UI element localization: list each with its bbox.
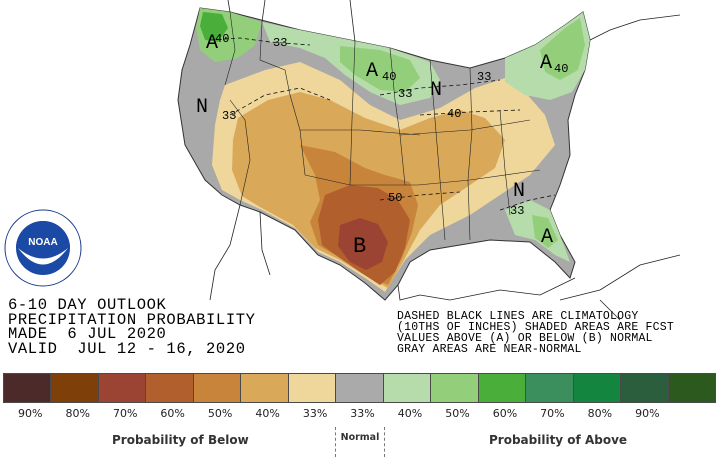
probability-of-below-label: Probability of Below bbox=[112, 433, 249, 447]
legend-swatch bbox=[145, 373, 194, 403]
legend-swatch bbox=[477, 373, 527, 403]
legend-percent-label: 50% bbox=[445, 407, 470, 420]
outlook-title-block: 6-10 DAY OUTLOOK PRECIPITATION PROBABILI… bbox=[8, 298, 256, 356]
outlook-title-line: MADE 6 JUL 2020 bbox=[8, 325, 167, 343]
climatology-note: DASHED BLACK LINES ARE CLIMATOLOGY (10TH… bbox=[397, 310, 674, 356]
legend-percent-label bbox=[668, 407, 715, 421]
legend-swatch bbox=[430, 373, 479, 403]
legend-percent-label: 70% bbox=[540, 407, 565, 420]
legend-percent-label: 60% bbox=[160, 407, 185, 420]
contour-label: 33 bbox=[222, 109, 236, 123]
outlook-title-line: 6-10 DAY OUTLOOK bbox=[8, 296, 167, 314]
note-line: GRAY AREAS ARE NEAR-NORMAL bbox=[397, 343, 582, 356]
noaa-logo-text: NOAA bbox=[28, 237, 57, 248]
contour-label: 40 bbox=[554, 62, 568, 76]
above-nw-60-region bbox=[200, 12, 228, 42]
legend-percent-row: 90% 80% 70% 60% 50% 40% 33% 33% 40% 50% 60% 70% 80% 9… bbox=[3, 407, 715, 421]
outlook-map: A A A A B N N N 40 33 40 33 33 40 33 40 … bbox=[4, 0, 681, 321]
outlook-title-line: PRECIPITATION PROBABILITY bbox=[8, 310, 256, 329]
normal-label: Normal bbox=[335, 427, 385, 457]
above-ne-50-region bbox=[540, 18, 585, 80]
above-label-north: A bbox=[366, 60, 378, 83]
contour-label: 33 bbox=[510, 204, 524, 218]
legend-percent-label: 40% bbox=[397, 407, 423, 420]
above-label-se: A bbox=[541, 226, 553, 249]
legend-swatch bbox=[382, 373, 432, 403]
normal-label-se: N bbox=[513, 180, 525, 203]
legend-swatch bbox=[192, 373, 242, 403]
probability-of-above-label: Probability of Above bbox=[489, 433, 628, 447]
normal-label-west: N bbox=[196, 96, 208, 119]
legend-percent-label: 80% bbox=[587, 407, 613, 420]
above-label-nw: A bbox=[206, 32, 218, 55]
state-borders bbox=[224, 11, 541, 241]
contour-label: 40 bbox=[447, 107, 461, 121]
normal-label-glakes: N bbox=[430, 79, 442, 102]
legend-percent-label: 70% bbox=[112, 407, 138, 420]
legend-swatch bbox=[50, 373, 99, 403]
legend-percent-label: 33% bbox=[302, 407, 328, 420]
outlook-title-line: VALID JUL 12 - 16, 2020 bbox=[8, 339, 246, 358]
map-canvas: A A A A B N N N 40 33 40 33 33 40 33 40 … bbox=[177, 0, 681, 321]
legend-swatch bbox=[287, 373, 337, 403]
legend-percent-label: 90% bbox=[18, 407, 43, 420]
noaa-logo-icon: NOAA bbox=[4, 209, 82, 287]
legend-swatch bbox=[525, 373, 574, 403]
note-line: DASHED BLACK LINES ARE CLIMATOLOGY bbox=[397, 310, 639, 323]
note-line: (10THS OF INCHES) SHADED AREAS ARE FCST bbox=[397, 321, 674, 334]
above-label-ne: A bbox=[540, 52, 552, 75]
legend-swatch bbox=[572, 373, 622, 403]
contour-label: 50 bbox=[388, 191, 402, 205]
legend-percent-label: 60% bbox=[492, 407, 518, 420]
legend-percent-label: 50% bbox=[207, 407, 233, 420]
border-lines bbox=[209, 0, 681, 321]
above-se-50-region bbox=[532, 215, 558, 248]
climatology-dashed-lines bbox=[209, 37, 556, 211]
legend-percent-label: 90% bbox=[635, 407, 660, 420]
legend-swatch bbox=[667, 373, 717, 403]
legend-percent-label: 80% bbox=[65, 407, 90, 420]
legend-percent-label: 33% bbox=[350, 407, 375, 420]
legend-swatch bbox=[335, 373, 384, 403]
contour-label: 33 bbox=[273, 36, 287, 50]
legend-swatch bbox=[97, 373, 147, 403]
above-north-40-region bbox=[340, 46, 420, 92]
contour-label: 33 bbox=[477, 70, 491, 84]
below-70-region bbox=[338, 218, 388, 270]
legend-swatch bbox=[620, 373, 669, 403]
probability-legend: 90% 80% 70% 60% 50% 40% 33% 33% 40% 50% 60% 70% 80% 9… bbox=[0, 371, 719, 461]
note-line: VALUES ABOVE (A) OR BELOW (B) NORMAL bbox=[397, 332, 653, 345]
contour-label: 33 bbox=[398, 87, 412, 101]
legend-swatch-row bbox=[3, 373, 717, 405]
contour-label: 40 bbox=[215, 32, 229, 46]
legend-swatch bbox=[3, 373, 52, 403]
contour-label: 40 bbox=[382, 70, 396, 84]
below-label-south: B bbox=[353, 234, 366, 259]
legend-swatch bbox=[240, 373, 289, 403]
legend-percent-label: 40% bbox=[255, 407, 280, 420]
